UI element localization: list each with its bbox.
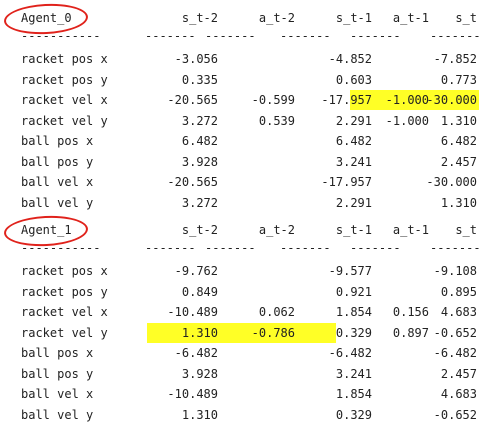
separator-line: ----------- <box>21 241 101 255</box>
column-header: s_t <box>455 223 477 237</box>
table-cell: -1.000 <box>385 93 429 107</box>
column-header: s_t-1 <box>335 11 372 25</box>
table-cell: 0.335 <box>181 72 218 87</box>
table-cell: 3.241 <box>335 154 372 169</box>
table-cell: -10.489 <box>167 305 218 319</box>
separator-line: ------- <box>145 241 196 255</box>
table-cell: 6.482 <box>181 134 218 148</box>
table-cell: 0.897 <box>392 325 429 340</box>
row-label: racket vel x <box>21 305 108 319</box>
column-header: s_t-2 <box>181 223 218 237</box>
row-label: ball vel y <box>21 407 94 422</box>
table-cell: 2.291 <box>335 195 372 210</box>
highlight-marker <box>147 322 336 343</box>
row-label: ball pos y <box>21 366 94 381</box>
row-label: racket vel x <box>21 93 108 107</box>
highlight-marker <box>350 90 479 110</box>
column-header: a_t-1 <box>392 11 429 25</box>
separator-line: ------- <box>430 241 481 255</box>
table-cell: -6.482 <box>433 346 477 360</box>
column-header: a_t-2 <box>258 223 295 237</box>
table-cell: -10.489 <box>167 387 218 401</box>
row-label: ball pos x <box>21 346 94 360</box>
agent-label: Agent_0 <box>21 11 72 25</box>
table-cell: -6.482 <box>174 346 218 360</box>
separator-line: ------- <box>350 241 401 255</box>
table-cell: 1.854 <box>335 387 372 401</box>
row-label: racket vel y <box>21 325 108 340</box>
column-header: a_t-2 <box>258 11 295 25</box>
row-label: ball pos y <box>21 154 94 169</box>
table-cell: 0.329 <box>335 407 372 422</box>
separator-line: ----------- <box>21 29 101 43</box>
table-cell: -17.957 <box>321 175 372 189</box>
separator-line: ------- <box>280 241 331 255</box>
table-cell: -1.000 <box>385 113 429 128</box>
separator-line: ------- <box>280 29 331 43</box>
column-header: a_t-1 <box>392 223 429 237</box>
table-cell: 0.849 <box>181 284 218 299</box>
table-cell: -20.565 <box>167 93 218 107</box>
separator-line: ------- <box>205 29 256 43</box>
row-label: ball pos x <box>21 134 94 148</box>
table-cell: -6.482 <box>328 346 372 360</box>
table-cell: -0.652 <box>433 407 477 422</box>
table-cell: 4.683 <box>440 387 477 401</box>
row-label: racket pos x <box>21 264 108 278</box>
table-cell: 6.482 <box>440 134 477 148</box>
table-cell: 0.539 <box>258 113 295 128</box>
row-label: ball vel y <box>21 195 94 210</box>
separator-line: ------- <box>430 29 481 43</box>
table-cell: -0.652 <box>433 325 477 340</box>
table-cell: -9.577 <box>328 264 372 278</box>
table-cell: 3.928 <box>181 366 218 381</box>
table-cell: 1.310 <box>181 407 218 422</box>
column-header: s_t-2 <box>181 11 218 25</box>
row-label: racket pos y <box>21 284 108 299</box>
table-cell: 0.921 <box>335 284 372 299</box>
separator-line: ------- <box>350 29 401 43</box>
table-cell: -9.108 <box>433 264 477 278</box>
table-cell: -0.599 <box>251 93 295 107</box>
table-cell: 2.457 <box>440 154 477 169</box>
table-cell: 6.482 <box>335 134 372 148</box>
table-cell: -17.957 <box>321 93 372 107</box>
table-cell: 3.928 <box>181 154 218 169</box>
agent-label: Agent_1 <box>21 223 72 237</box>
table-cell: 3.241 <box>335 366 372 381</box>
table-cell: 0.062 <box>258 305 295 319</box>
table-cell: 0.603 <box>335 72 372 87</box>
table-cell: -7.852 <box>433 52 477 66</box>
row-label: ball vel x <box>21 387 94 401</box>
separator-line: ------- <box>145 29 196 43</box>
column-header: s_t-1 <box>335 223 372 237</box>
separator-line: ------- <box>205 241 256 255</box>
table-cell: 0.773 <box>440 72 477 87</box>
table-cell: -30.000 <box>426 93 477 107</box>
table-cell: -3.056 <box>174 52 218 66</box>
table-cell: -4.852 <box>328 52 372 66</box>
row-label: racket vel y <box>21 113 108 128</box>
table-cell: -0.786 <box>251 325 295 340</box>
table-cell: 0.895 <box>440 284 477 299</box>
table-cell: -9.762 <box>174 264 218 278</box>
column-header: s_t <box>455 11 477 25</box>
table-cell: -30.000 <box>426 175 477 189</box>
table-cell: 4.683 <box>440 305 477 319</box>
table-cell: 1.310 <box>181 325 218 340</box>
row-label: racket pos x <box>21 52 108 66</box>
table-cell: 2.457 <box>440 366 477 381</box>
table-cell: 3.272 <box>181 113 218 128</box>
table-cell: 1.854 <box>335 305 372 319</box>
table-cell: 2.291 <box>335 113 372 128</box>
table-cell: 1.310 <box>440 195 477 210</box>
table-cell: 0.329 <box>335 325 372 340</box>
table-cell: 0.156 <box>392 305 429 319</box>
table-cell: -20.565 <box>167 175 218 189</box>
row-label: racket pos y <box>21 72 108 87</box>
table-cell: 1.310 <box>440 113 477 128</box>
table-cell: 3.272 <box>181 195 218 210</box>
row-label: ball vel x <box>21 175 94 189</box>
